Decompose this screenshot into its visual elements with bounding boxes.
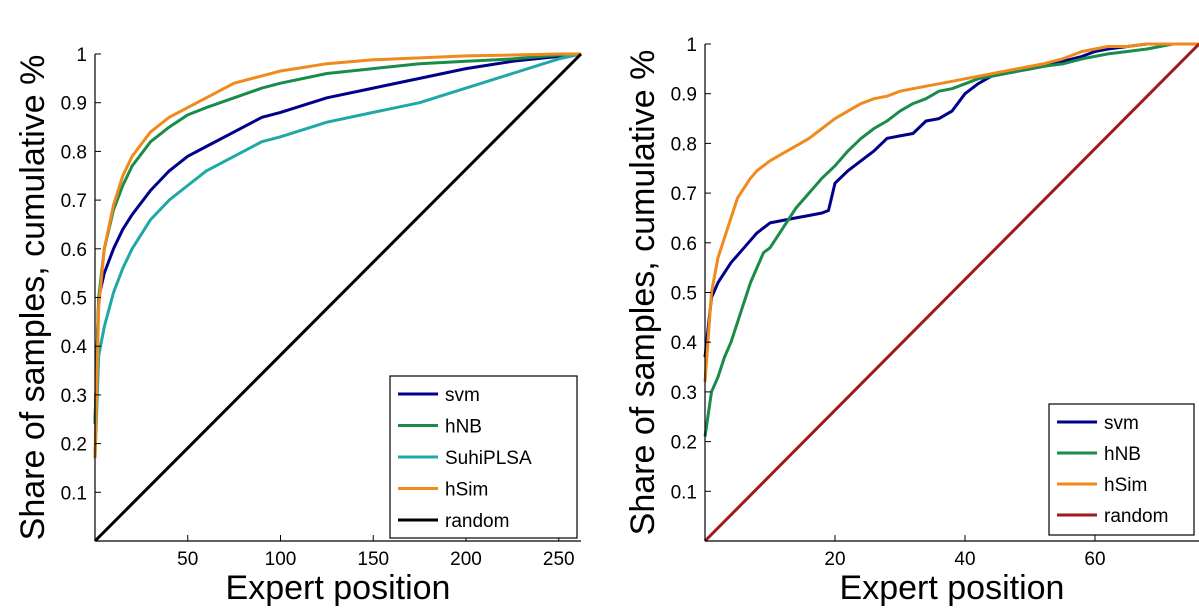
y-tick-label: 0.8 — [671, 134, 697, 155]
x-tick-label: 40 — [954, 549, 975, 570]
legend-label-random: random — [445, 511, 509, 532]
series-line-random — [93, 52, 583, 543]
y-tick-label: 0.2 — [61, 435, 87, 456]
legend-label-hNB: hNB — [1104, 444, 1141, 465]
x-tick-label: 100 — [265, 549, 297, 570]
y-tick-label: 0.3 — [61, 386, 87, 407]
x-tick-label: 200 — [450, 549, 482, 570]
y-tick-label: 0.1 — [61, 483, 87, 504]
y-axis-title: Share of samples, cumulative % — [624, 50, 662, 536]
x-tick-label: 250 — [543, 549, 575, 570]
y-tick-label: 0.7 — [671, 184, 697, 205]
legend-label-svm: svm — [445, 385, 480, 406]
y-tick-label: 0.5 — [671, 284, 697, 305]
x-axis-title: Expert position — [840, 569, 1065, 607]
series-line-svm — [703, 42, 1199, 358]
series-line-svm — [93, 52, 582, 425]
x-tick-label: 60 — [1084, 549, 1105, 570]
x-axis-title: Expert position — [226, 569, 451, 607]
y-tick-label: 0.6 — [61, 240, 87, 261]
legend-label-hSim: hSim — [1104, 475, 1147, 496]
x-tick-label: 150 — [357, 549, 389, 570]
y-axis-title: Share of samples, cumulative % — [14, 55, 52, 541]
y-tick-label: 0.6 — [671, 234, 697, 255]
y-tick-label: 0.7 — [61, 191, 87, 212]
y-tick-label: 1 — [686, 35, 697, 56]
legend-box — [1048, 403, 1195, 536]
series-line-hNB — [703, 42, 1199, 437]
legend: svm hNB hSim random — [1048, 403, 1195, 536]
series-line-hNB — [93, 52, 582, 425]
legend-label-hSim: hSim — [445, 480, 488, 501]
legend: svm hNB SuhiPLSA hSim random — [389, 375, 578, 539]
y-tick-label: 0.5 — [61, 289, 87, 310]
legend-label-svm: svm — [1104, 413, 1139, 434]
y-tick-label: 1 — [76, 45, 87, 66]
series-line-hSim — [703, 42, 1199, 383]
legend-label-random: random — [1104, 506, 1168, 527]
x-tick-label: 50 — [177, 549, 198, 570]
x-tick-label: 20 — [824, 549, 845, 570]
y-tick-label: 0.3 — [671, 383, 697, 404]
y-tick-label: 0.4 — [61, 337, 88, 358]
legend-label-SuhiPLSA: SuhiPLSA — [445, 448, 532, 469]
series-line-random — [703, 42, 1199, 543]
y-tick-label: 0.1 — [671, 482, 697, 503]
y-tick-label: 0.9 — [671, 85, 697, 106]
chart-right: 0.1 0.2 0.3 0.4 0.5 0.6 0.7 0.8 0.9 1 20 40 60 Expert… — [624, 35, 1199, 607]
series-line-SuhiPLSA — [93, 52, 582, 459]
series-line-hSim — [93, 52, 581, 459]
y-tick-label: 0.9 — [61, 94, 87, 115]
y-tick-label: 0.4 — [671, 333, 698, 354]
y-tick-label: 0.8 — [61, 142, 87, 163]
y-tick-label: 0.2 — [671, 433, 697, 454]
legend-label-hNB: hNB — [445, 417, 482, 438]
